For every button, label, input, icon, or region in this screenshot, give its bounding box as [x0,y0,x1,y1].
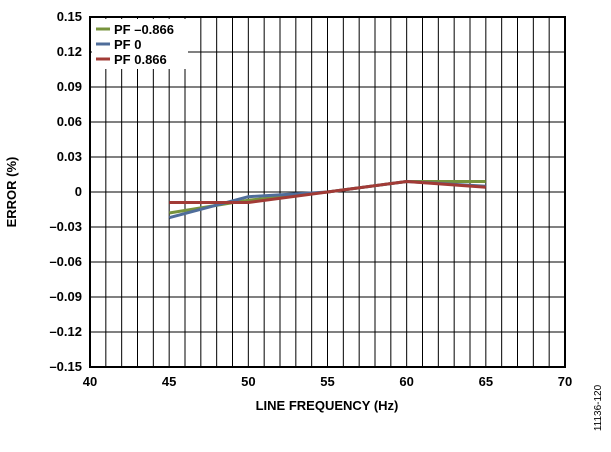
x-axis-label: LINE FREQUENCY (Hz) [256,398,399,413]
x-tick-label: 45 [162,374,176,389]
x-tick-label: 60 [399,374,413,389]
series-lines [168,180,486,220]
y-tick-labels: 0.15 0.12 0.09 0.06 0.03 0 –0.03 –0.06 –0.09 –0.1… [49,9,82,374]
y-tick-label: –0.03 [49,219,82,234]
x-tick-label: 70 [558,374,572,389]
y-tick-label: –0.15 [49,359,82,374]
legend-label: PF –0.866 [114,22,174,37]
y-tick-label: –0.12 [49,324,82,339]
y-tick-label: 0.15 [57,9,82,24]
x-tick-label: 65 [479,374,493,389]
legend-label: PF 0 [114,37,141,52]
grid [90,16,565,368]
y-tick-label: –0.06 [49,254,82,269]
y-tick-label: 0 [75,184,82,199]
series-line [169,180,486,204]
y-tick-label: 0.03 [57,149,82,164]
plot-frame [89,16,566,368]
legend-label: PF 0.866 [114,52,167,67]
x-tick-label: 55 [320,374,334,389]
x-tick-label: 50 [241,374,255,389]
x-tick-labels: 40 45 50 55 60 65 70 [83,374,572,389]
figure-id: 11136-120 [593,384,604,431]
y-tick-label: 0.09 [57,79,82,94]
x-tick-label: 40 [83,374,97,389]
y-tick-label: –0.09 [49,289,82,304]
y-tick-label: 0.12 [57,44,82,59]
y-tick-label: 0.06 [57,114,82,129]
y-axis-label: ERROR (%) [4,157,19,228]
